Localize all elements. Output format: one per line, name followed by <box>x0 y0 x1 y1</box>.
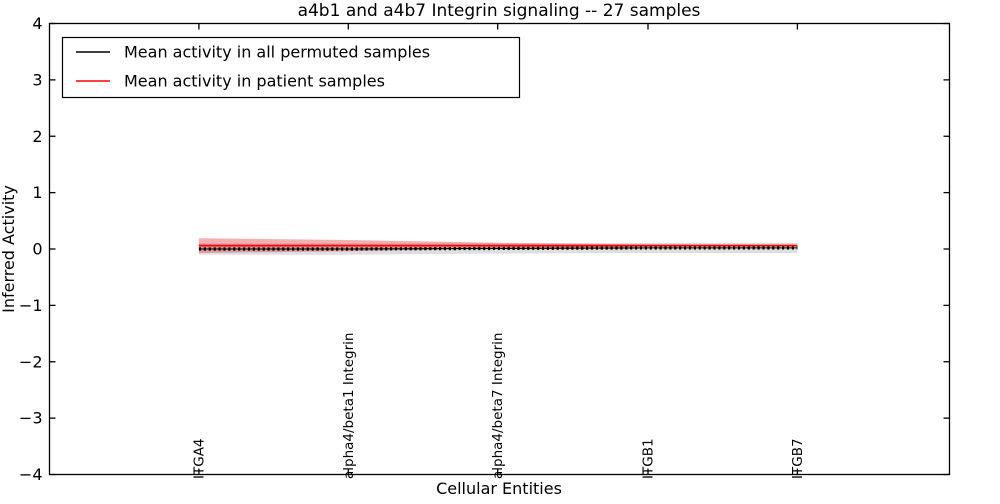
x-tick-label: ITGB7 <box>790 438 806 479</box>
y-tick-label: −1 <box>19 296 43 315</box>
legend-label-permuted: Mean activity in all permuted samples <box>124 43 430 62</box>
x-tick-label: alpha4/beta7 Integrin <box>490 333 506 479</box>
y-tick-label: −2 <box>19 352 43 371</box>
series-lines <box>198 244 798 251</box>
y-tick-labels: 4 3 2 1 0 −1 −2 −3 −4 <box>19 14 43 484</box>
y-axis-label: Inferred Activity <box>0 185 18 313</box>
y-tick-label: −4 <box>19 465 43 484</box>
y-tick-label: 1 <box>32 183 42 202</box>
x-tick-label: ITGB1 <box>640 438 656 479</box>
y-tick-label: 4 <box>32 14 42 33</box>
x-axis-label: Cellular Entities <box>436 479 562 498</box>
legend-box <box>61 36 521 99</box>
x-tick-labels: ITGA4 alpha4/beta1 Integrin alpha4/beta7 I… <box>191 333 806 479</box>
y-tick-label: 3 <box>32 70 42 89</box>
y-tick-label: 2 <box>32 127 42 146</box>
y-tick-label: −3 <box>19 409 43 428</box>
x-tick-label: alpha4/beta1 Integrin <box>341 333 357 479</box>
series-line-permuted <box>198 247 798 250</box>
axis-ticks <box>49 22 950 476</box>
legend-label-patient: Mean activity in patient samples <box>124 72 385 91</box>
legend: Mean activity in all permuted samples Me… <box>61 36 521 99</box>
chart-title: a4b1 and a4b7 Integrin signaling -- 27 s… <box>298 1 701 21</box>
x-tick-label: ITGA4 <box>191 438 207 479</box>
y-tick-label: 0 <box>32 240 42 259</box>
